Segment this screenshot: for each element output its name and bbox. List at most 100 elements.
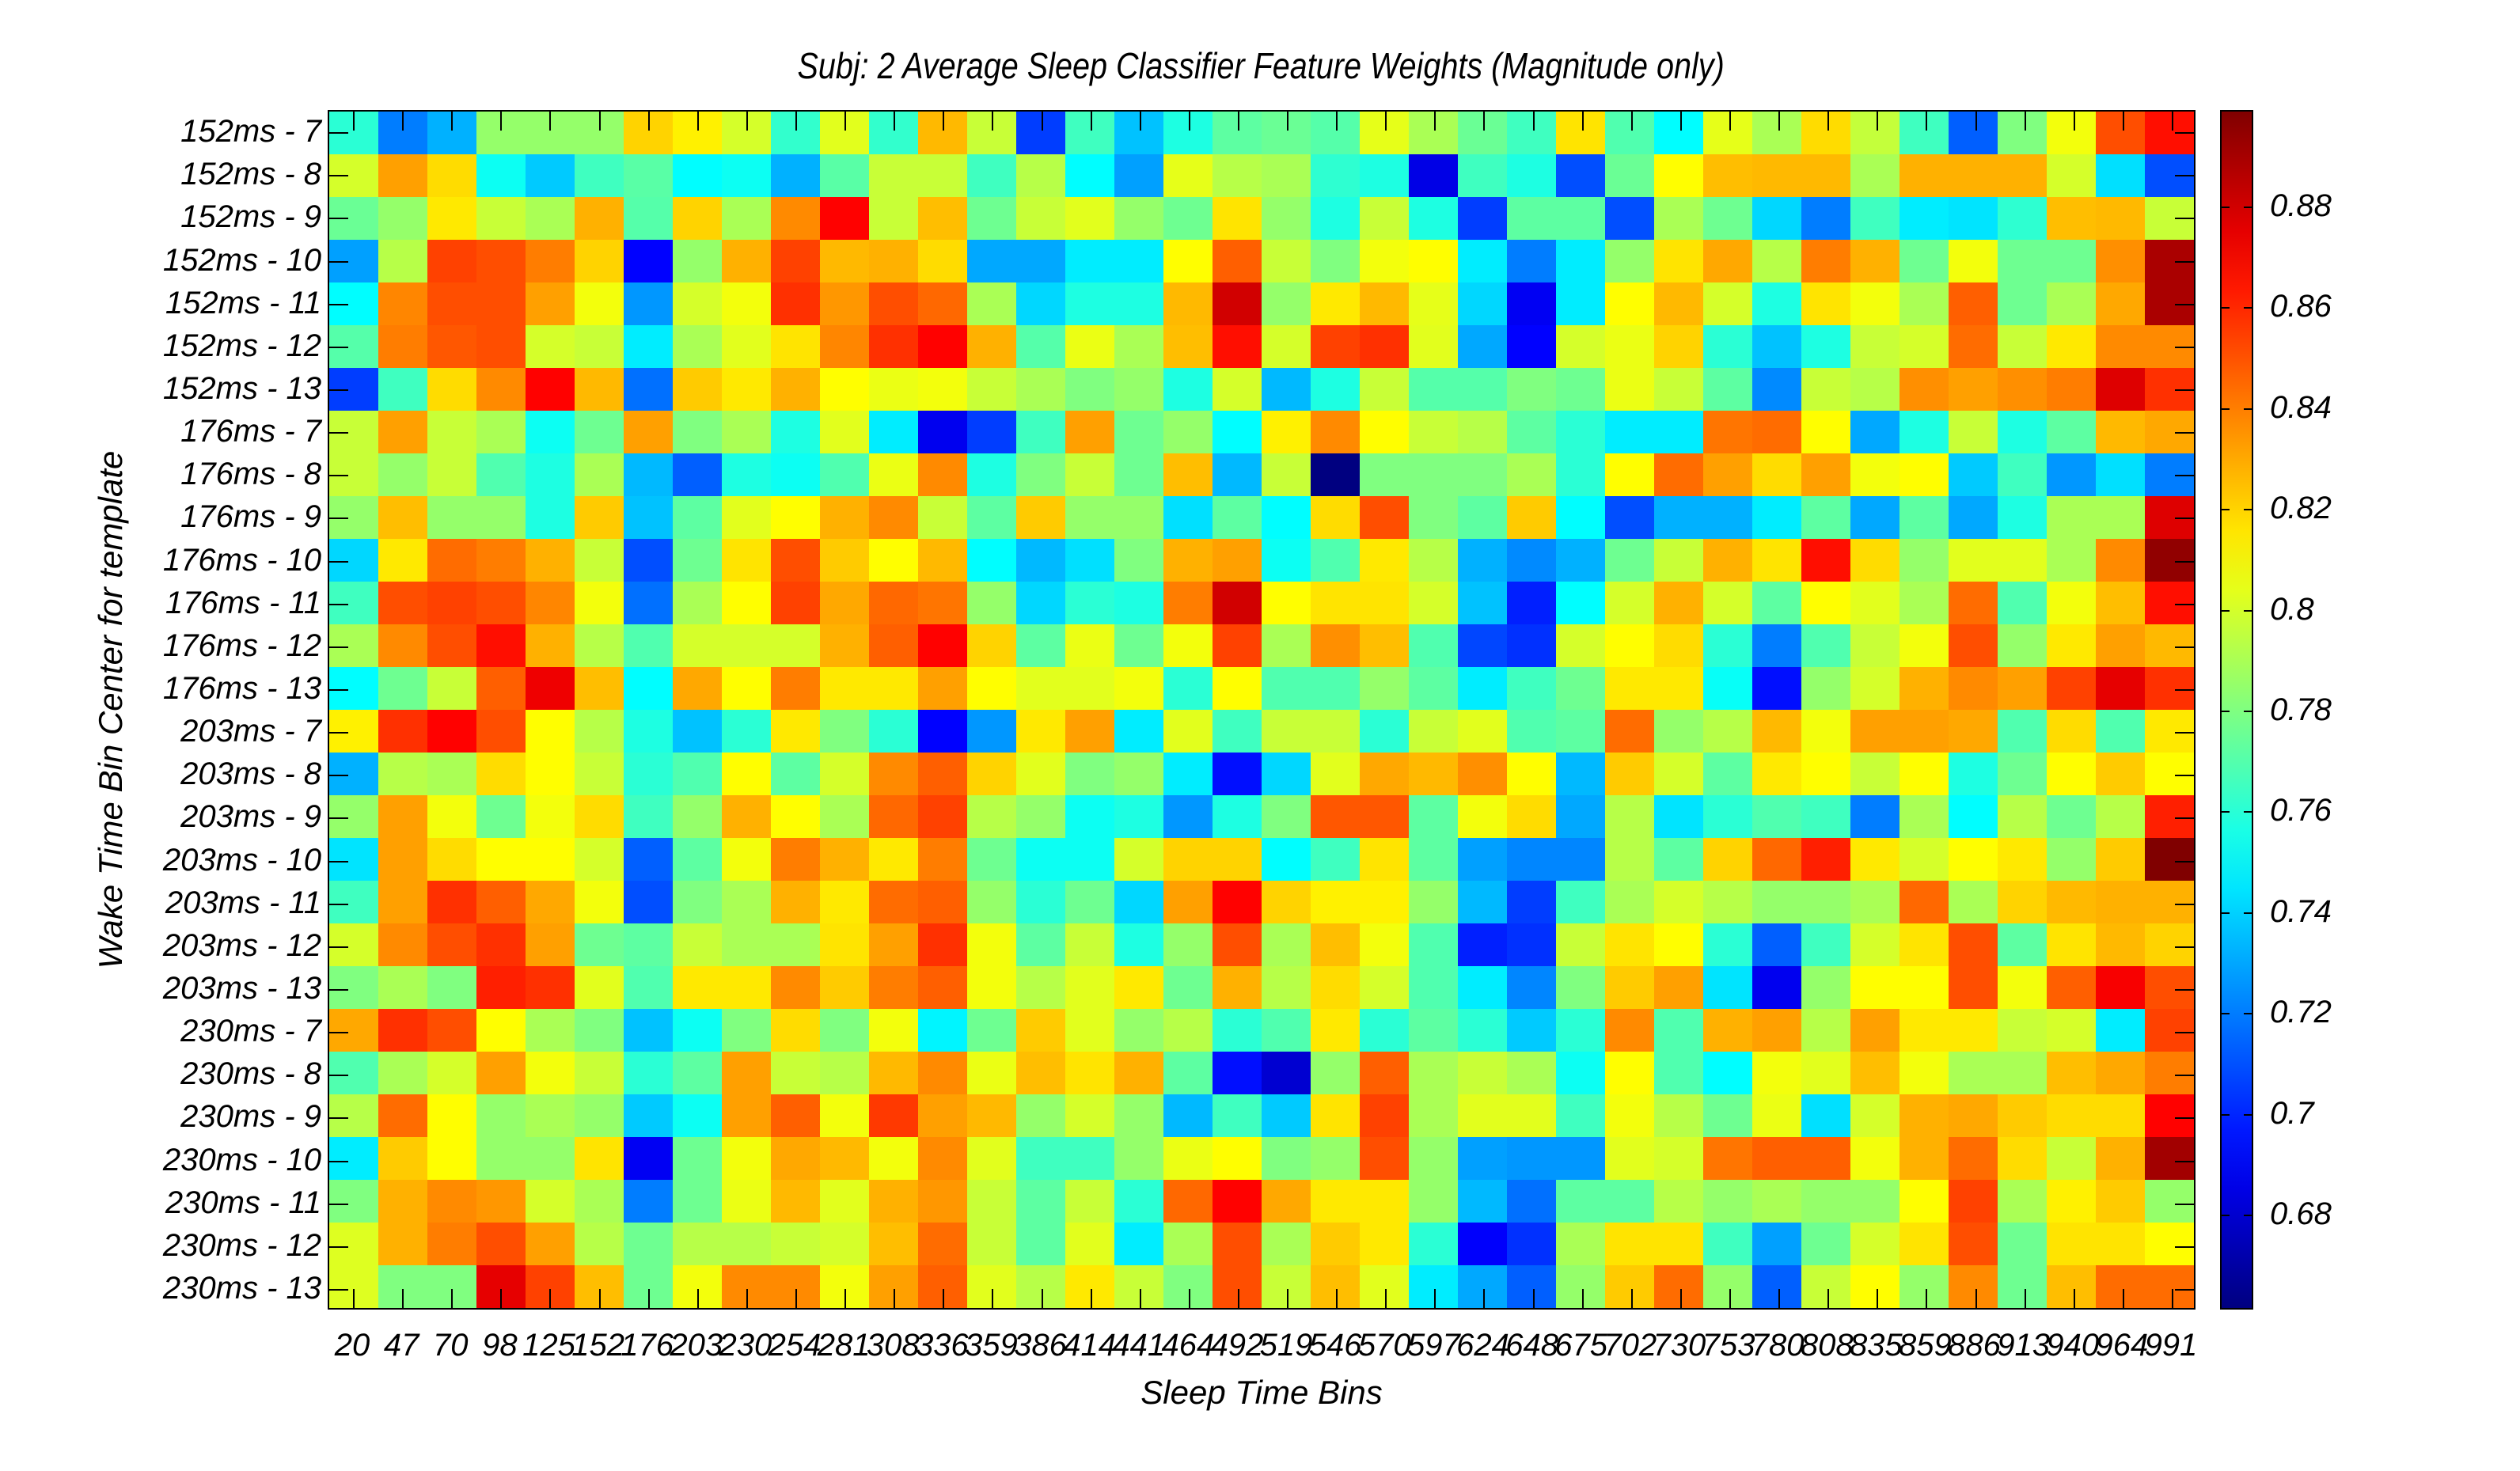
heatmap-cell bbox=[1016, 753, 1065, 795]
y-tick-mark bbox=[329, 946, 348, 948]
heatmap-cell bbox=[1801, 240, 1850, 282]
heatmap-cell bbox=[2096, 197, 2145, 240]
heatmap-cell bbox=[820, 624, 869, 667]
heatmap-cell bbox=[526, 368, 575, 411]
heatmap-cell bbox=[1360, 282, 1409, 325]
heatmap-cell bbox=[1016, 197, 1065, 240]
heatmap-cell bbox=[1556, 1094, 1605, 1137]
heatmap-cell bbox=[967, 710, 1016, 753]
heatmap-cell bbox=[771, 624, 820, 667]
y-tick-label: 152ms - 8 bbox=[180, 157, 321, 192]
heatmap-cell bbox=[1703, 539, 1752, 582]
heatmap-cell bbox=[1703, 838, 1752, 881]
heatmap-cell bbox=[1801, 282, 1850, 325]
x-tick-mark bbox=[1926, 1289, 1928, 1308]
x-tick-label: 386 bbox=[1014, 1328, 1067, 1363]
heatmap-cell bbox=[575, 1094, 624, 1137]
heatmap-cell bbox=[1163, 753, 1213, 795]
heatmap-cell bbox=[1949, 624, 1998, 667]
heatmap-cell bbox=[1458, 881, 1507, 923]
heatmap-cell bbox=[771, 667, 820, 710]
heatmap-cell bbox=[869, 411, 918, 453]
heatmap-cell bbox=[2047, 240, 2096, 282]
y-tick-mark bbox=[329, 346, 348, 348]
heatmap-cell bbox=[1949, 112, 1998, 154]
heatmap-cell bbox=[1949, 1180, 1998, 1223]
heatmap-cell bbox=[575, 966, 624, 1009]
heatmap-cell bbox=[1850, 1137, 1899, 1180]
heatmap-cell bbox=[771, 1137, 820, 1180]
heatmap-cell bbox=[1556, 1009, 1605, 1052]
heatmap-cell bbox=[1752, 710, 1801, 753]
heatmap-cell bbox=[1163, 1223, 1213, 1265]
x-tick-label: 70 bbox=[433, 1328, 469, 1363]
heatmap-cell bbox=[918, 582, 967, 624]
y-tick-mark bbox=[2175, 218, 2194, 220]
heatmap-cell bbox=[918, 1180, 967, 1223]
heatmap-cell bbox=[2096, 667, 2145, 710]
heatmap-cell bbox=[1899, 881, 1949, 923]
y-tick-label: 176ms - 10 bbox=[162, 542, 321, 578]
heatmap-cell bbox=[1262, 368, 1311, 411]
heatmap-cell bbox=[476, 1223, 526, 1265]
heatmap-cell bbox=[1703, 624, 1752, 667]
heatmap-cell bbox=[2145, 453, 2194, 496]
heatmap-cell bbox=[575, 582, 624, 624]
heatmap-cell bbox=[1998, 1137, 2047, 1180]
heatmap-cell bbox=[1262, 496, 1311, 539]
heatmap-cell bbox=[1605, 539, 1654, 582]
y-tick-label: 203ms - 12 bbox=[162, 927, 321, 963]
heatmap-cell bbox=[967, 411, 1016, 453]
heatmap-cell bbox=[869, 1265, 918, 1308]
heatmap-cell bbox=[476, 1094, 526, 1137]
heatmap-cell bbox=[967, 1265, 1016, 1308]
heatmap-cell bbox=[1458, 923, 1507, 966]
chart-title: Subj: 2 Average Sleep Classifier Feature… bbox=[797, 45, 1725, 86]
heatmap-cell bbox=[1801, 496, 1850, 539]
x-tick-label: 886 bbox=[1948, 1328, 2001, 1363]
heatmap-cell bbox=[1458, 282, 1507, 325]
heatmap-cell bbox=[1311, 368, 1360, 411]
heatmap-cell bbox=[2096, 1265, 2145, 1308]
heatmap-cell bbox=[1016, 966, 1065, 1009]
heatmap-cell bbox=[722, 1180, 771, 1223]
heatmap-cell bbox=[1213, 710, 1262, 753]
heatmap-cell bbox=[1163, 881, 1213, 923]
heatmap-cell bbox=[1311, 624, 1360, 667]
heatmap-cell bbox=[1703, 1265, 1752, 1308]
heatmap-cell bbox=[1556, 539, 1605, 582]
heatmap-cell bbox=[1213, 881, 1262, 923]
x-tick-mark bbox=[894, 112, 896, 131]
heatmap-cell bbox=[329, 496, 378, 539]
heatmap-cell bbox=[869, 1052, 918, 1094]
heatmap-cell bbox=[1213, 1009, 1262, 1052]
heatmap-cell bbox=[722, 710, 771, 753]
heatmap-cell bbox=[1752, 795, 1801, 838]
heatmap-cell bbox=[1163, 838, 1213, 881]
heatmap-cell bbox=[771, 966, 820, 1009]
heatmap-cell bbox=[771, 282, 820, 325]
heatmap-cell bbox=[1114, 154, 1163, 197]
heatmap-cell bbox=[1605, 1180, 1654, 1223]
heatmap-cell bbox=[1065, 753, 1114, 795]
heatmap-cell bbox=[1114, 282, 1163, 325]
colorbar-tick-mark bbox=[2222, 307, 2230, 309]
heatmap-cell bbox=[1556, 496, 1605, 539]
heatmap-cell bbox=[1899, 368, 1949, 411]
heatmap-cell bbox=[1360, 368, 1409, 411]
y-tick-mark bbox=[329, 475, 348, 477]
heatmap-cell bbox=[918, 1052, 967, 1094]
heatmap-cell bbox=[967, 154, 1016, 197]
y-tick-mark bbox=[2175, 1288, 2194, 1291]
heatmap-cell bbox=[1703, 453, 1752, 496]
heatmap-cell bbox=[1065, 1094, 1114, 1137]
heatmap-cell bbox=[1114, 624, 1163, 667]
heatmap-cell bbox=[1507, 1265, 1556, 1308]
heatmap-cell bbox=[1654, 710, 1703, 753]
heatmap-cell bbox=[722, 838, 771, 881]
heatmap-cell bbox=[2047, 1137, 2096, 1180]
heatmap-cell bbox=[1016, 1180, 1065, 1223]
heatmap-cell bbox=[1752, 1180, 1801, 1223]
heatmap-cell bbox=[427, 197, 476, 240]
heatmap-cell bbox=[1409, 325, 1458, 368]
